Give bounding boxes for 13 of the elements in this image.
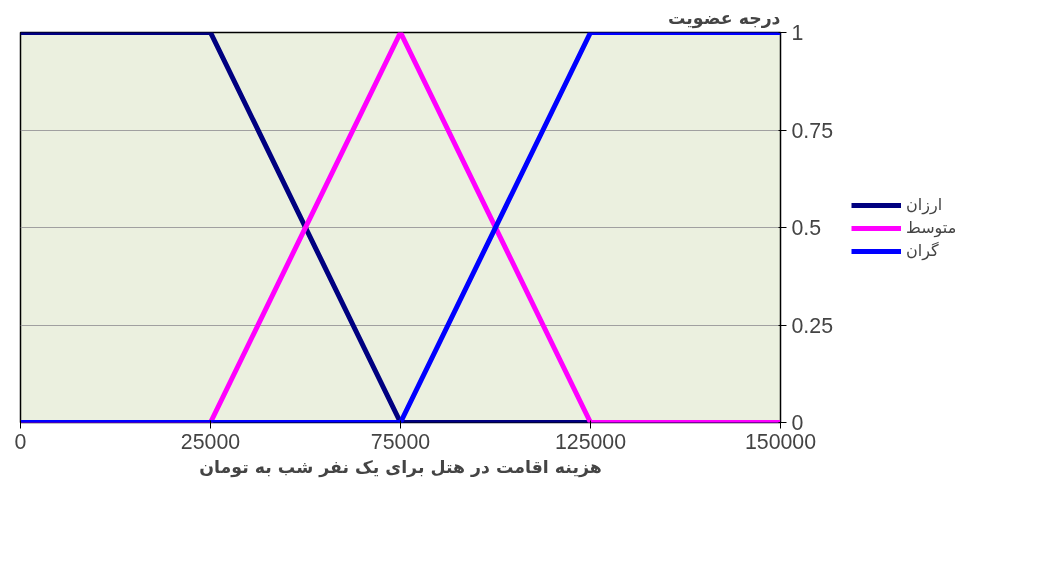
x-tick-label: 25000 <box>180 429 241 454</box>
x-axis-title: هزینه اقامت در هتل برای یک نفر شب به تومان <box>199 456 602 478</box>
y-tick-label: 0.25 <box>791 313 834 338</box>
x-tick-label: 125000 <box>554 429 627 454</box>
legend-label: ارزان <box>906 195 943 214</box>
legend-label: گران <box>906 241 939 260</box>
y-tick-label: 1 <box>791 21 804 45</box>
x-tick-label: 75000 <box>370 429 431 454</box>
x-tick-label: 0 <box>14 429 27 454</box>
y-tick-label: 0.75 <box>791 118 834 143</box>
y-axis-title: درجه عضویت <box>667 7 781 29</box>
y-tick-label: 0.5 <box>791 216 822 240</box>
legend-label: متوسط <box>906 218 957 237</box>
